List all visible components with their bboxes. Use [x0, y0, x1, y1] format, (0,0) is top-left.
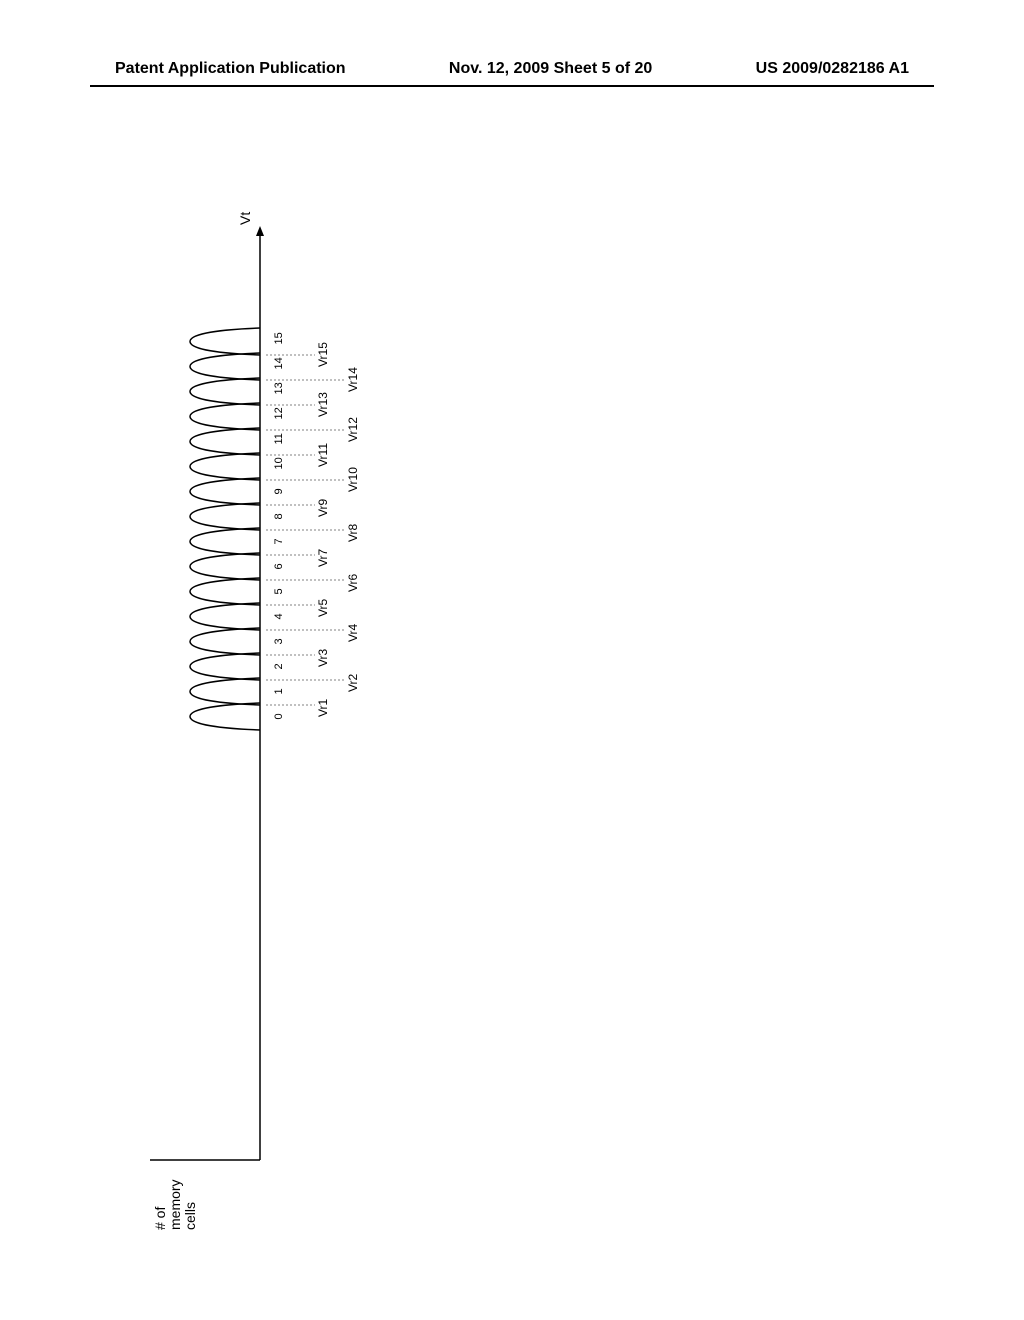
header-rule: [90, 85, 934, 87]
header-center: Nov. 12, 2009 Sheet 5 of 20: [449, 60, 652, 78]
fig7-state-0: [190, 703, 260, 730]
fig7-vr1-label: Vr1: [316, 698, 330, 717]
fig7-vr2-label: Vr2: [346, 673, 360, 692]
fig7-ylabel-0: # of: [152, 1207, 168, 1230]
fig7-ylabel-1: memory: [167, 1179, 183, 1230]
fig7-vr3-label: Vr3: [316, 648, 330, 667]
fig7-vr11-label: Vr11: [316, 443, 330, 467]
fig7-vr10-label: Vr10: [346, 467, 360, 492]
fig7-state-13: [190, 378, 260, 405]
fig7-state-label-10: 10: [273, 457, 285, 469]
fig7-state-label-9: 9: [273, 488, 285, 494]
fig7-state-4: [190, 603, 260, 630]
fig7-state-1: [190, 678, 260, 705]
fig7-vr7-label: Vr7: [316, 548, 330, 567]
fig7-y-axis-label: # of memory cells: [152, 1179, 198, 1230]
fig7-state-10: [190, 453, 260, 480]
figures-svg: Fig. 6 # of memory cells Vt: [150, 140, 850, 1230]
fig7-vr8-label: Vr8: [346, 523, 360, 542]
header-left: Patent Application Publication: [115, 60, 346, 78]
fig7-state-11: [190, 428, 260, 455]
fig7-vr5-label: Vr5: [316, 598, 330, 617]
fig7-state-label-0: 0: [273, 713, 285, 719]
fig7-state-14: [190, 353, 260, 380]
fig7-vr9-label: Vr9: [316, 498, 330, 517]
fig7-state-15: [190, 328, 260, 355]
fig7-state-label-2: 2: [273, 663, 285, 669]
fig7-distributions: 0123456789101112131415: [190, 328, 285, 730]
fig7-vr13-label: Vr13: [316, 392, 330, 417]
fig7-vr-lines: Vr1 Vr2 Vr3 Vr4 Vr5 Vr6 Vr7 Vr8 Vr9 Vr10 Vr11 Vr12 V…: [266, 342, 360, 717]
fig7-state-label-13: 13: [273, 382, 285, 394]
fig7-vr12-label: Vr12: [346, 417, 360, 442]
fig7-state-6: [190, 553, 260, 580]
fig7-state-5: [190, 578, 260, 605]
fig7-x-axis-label: Vt: [237, 212, 253, 225]
fig7-state-label-15: 15: [273, 332, 285, 344]
fig7-state-3: [190, 628, 260, 655]
fig7-state-label-3: 3: [273, 638, 285, 644]
fig7-state-label-4: 4: [273, 613, 285, 619]
fig7-vr14-label: Vr14: [346, 367, 360, 392]
fig7-vr15-label: Vr15: [316, 342, 330, 367]
fig7: Fig. 7 # of memory cells Vt 012345678910…: [150, 212, 360, 1230]
header-right: US 2009/0282186 A1: [756, 60, 909, 78]
fig7-state-label-1: 1: [273, 688, 285, 694]
fig7-state-label-5: 5: [273, 588, 285, 594]
fig7-ylabel-2: cells: [182, 1202, 198, 1230]
fig7-state-2: [190, 653, 260, 680]
figure-area: Fig. 6 # of memory cells Vt: [150, 140, 850, 1230]
fig7-state-12: [190, 403, 260, 430]
fig7-state-label-14: 14: [273, 357, 285, 369]
fig7-state-8: [190, 503, 260, 530]
fig7-state-label-12: 12: [273, 407, 285, 419]
rotated-content: Fig. 6 # of memory cells Vt: [150, 212, 360, 1230]
fig7-state-9: [190, 478, 260, 505]
fig7-vr4-label: Vr4: [346, 623, 360, 642]
fig7-state-label-6: 6: [273, 563, 285, 569]
fig7-state-7: [190, 528, 260, 555]
fig7-state-label-7: 7: [273, 538, 285, 544]
fig7-vr6-label: Vr6: [346, 573, 360, 592]
fig7-state-label-11: 11: [273, 433, 285, 444]
fig7-state-label-8: 8: [273, 513, 285, 519]
